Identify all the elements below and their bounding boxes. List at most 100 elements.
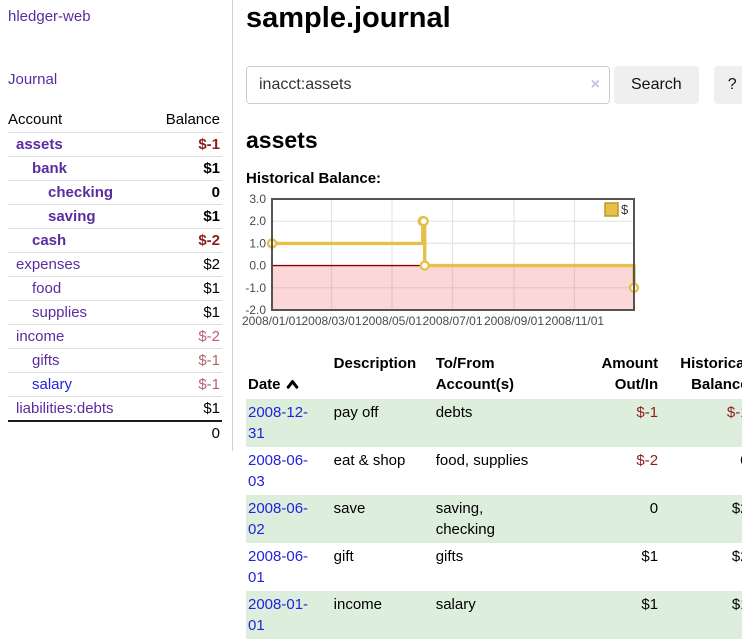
account-link-bank[interactable]: bank (32, 160, 68, 177)
register-amount: $1 (641, 548, 659, 565)
svg-text:-2.0: -2.0 (245, 303, 266, 317)
account-column-header: Account (8, 111, 63, 128)
register-header-row: Date Description To/From Account(s) Amou… (246, 351, 742, 399)
balance-column-header: Balance (165, 111, 220, 128)
account-rows: assets $-1 bank $1 checking 0 saving $1 cash $-2 e… (8, 132, 222, 420)
account-link-liabilities-debts[interactable]: liabilities:debts (16, 400, 114, 417)
account-balance: $2 (203, 256, 220, 273)
app-title-link[interactable]: hledger-web (8, 8, 91, 25)
register-accounts: saving, checking (435, 500, 495, 538)
account-row: supplies $1 (8, 300, 222, 324)
register-description: income (333, 596, 382, 613)
account-row: gifts $-1 (8, 348, 222, 372)
svg-text:2008/07/01: 2008/07/01 (422, 314, 482, 328)
svg-text:2008/11/01: 2008/11/01 (545, 314, 604, 328)
register-amount: $-1 (636, 404, 659, 421)
register-amount: $-2 (636, 452, 659, 469)
register-row[interactable]: 2008-06-02 save saving, checking 0 $2 (246, 495, 742, 543)
help-button[interactable]: ? (713, 66, 742, 104)
account-balance-table: Account Balance assets $-1 bank $1 checking 0… (8, 109, 222, 445)
register-accounts: food, supplies (435, 452, 529, 469)
account-balance: $1 (203, 160, 220, 177)
account-link-supplies[interactable]: supplies (32, 304, 88, 321)
clear-search-icon[interactable]: × (590, 76, 600, 93)
register-row[interactable]: 2008-06-03 eat & shop food, supplies $-20 (246, 447, 742, 495)
register-balance: $2 (731, 500, 742, 517)
register-row[interactable]: 2008-01-01 income salary $1 $1 (246, 591, 742, 639)
account-balance: $1 (203, 304, 220, 321)
register-row[interactable]: 2008-06-01 gift gifts $1 $2 (246, 543, 742, 591)
account-link-salary[interactable]: salary (32, 376, 73, 393)
account-balance: 0 (211, 184, 220, 201)
register-description: pay off (333, 404, 379, 421)
register-date-link[interactable]: 2008-01-01 (248, 596, 309, 634)
svg-text:2008/03/01: 2008/03/01 (301, 314, 361, 328)
register-date-link[interactable]: 2008-06-03 (248, 452, 309, 490)
account-link-gifts[interactable]: gifts (32, 352, 60, 369)
search-box: × (246, 66, 610, 104)
account-row: saving $1 (8, 204, 222, 228)
account-balance: $1 (203, 400, 220, 417)
register-date-link[interactable]: 2008-06-01 (248, 548, 309, 586)
svg-text:0.0: 0.0 (249, 259, 266, 273)
negative-region (273, 265, 633, 309)
data-point-marker (419, 260, 430, 271)
account-total-row: 0 (8, 420, 222, 445)
account-table-header: Account Balance (8, 109, 222, 132)
register-description: gift (333, 548, 354, 565)
legend-label: $ (621, 202, 629, 217)
sort-ascending-icon (286, 377, 299, 394)
account-link-food[interactable]: food (32, 280, 62, 297)
description-column-header: Description (333, 355, 417, 372)
plot-border (271, 198, 635, 311)
search-button[interactable]: Search (614, 66, 699, 104)
search-input[interactable] (246, 66, 610, 104)
account-balance: $-2 (198, 232, 220, 249)
nav-journal-link[interactable]: Journal (8, 71, 58, 88)
register-description: eat & shop (333, 452, 406, 469)
account-row: assets $-1 (8, 132, 222, 156)
date-header-label: Date (248, 376, 281, 393)
register-accounts: gifts (435, 548, 464, 565)
account-link-checking[interactable]: checking (48, 184, 114, 201)
account-link-assets[interactable]: assets (16, 136, 63, 153)
register-balance: $2 (731, 548, 742, 565)
legend-swatch-icon (604, 202, 619, 217)
register-balance: $1 (731, 596, 742, 613)
register-amount: $1 (641, 596, 659, 613)
svg-text:-1.0: -1.0 (245, 281, 266, 295)
account-link-income[interactable]: income (16, 328, 65, 345)
accounts-column-header: To/From Account(s) (435, 355, 515, 393)
account-balance: $-1 (198, 136, 220, 153)
account-row: salary $-1 (8, 372, 222, 396)
register-balance: $-1 (726, 404, 742, 421)
data-point-marker (418, 216, 429, 227)
account-row: bank $1 (8, 156, 222, 180)
date-column-header[interactable]: Date (246, 351, 332, 399)
total-balance: 0 (211, 425, 220, 442)
svg-text:2008/05/01: 2008/05/01 (362, 314, 422, 328)
register-date-link[interactable]: 2008-06-02 (248, 500, 309, 538)
account-row: cash $-2 (8, 228, 222, 252)
page-title: sample.journal (246, 2, 451, 34)
main-content: sample.journal × Search ? assets Histori… (233, 0, 742, 639)
account-row: expenses $2 (8, 252, 222, 276)
account-link-expenses[interactable]: expenses (16, 256, 81, 273)
account-balance: $1 (203, 280, 220, 297)
account-row: income $-2 (8, 324, 222, 348)
account-row: food $1 (8, 276, 222, 300)
account-link-cash[interactable]: cash (32, 232, 67, 249)
sidebar: hledger-web Journal Account Balance asse… (0, 0, 233, 451)
register-balance: 0 (660, 447, 742, 495)
svg-text:2.0: 2.0 (249, 214, 266, 228)
balance-column-header-main: Historical Balance (680, 355, 742, 393)
register-accounts: debts (435, 404, 473, 421)
account-row: checking 0 (8, 180, 222, 204)
register-row[interactable]: 2008-12-31 pay off debts $-1 $-1 (246, 399, 742, 447)
register-date-link[interactable]: 2008-12-31 (248, 404, 309, 442)
register-amount: 0 (649, 500, 659, 517)
amount-column-header: Amount Out/In (601, 355, 659, 393)
svg-text:2008/01/01: 2008/01/01 (242, 314, 302, 328)
account-link-saving[interactable]: saving (48, 208, 96, 225)
